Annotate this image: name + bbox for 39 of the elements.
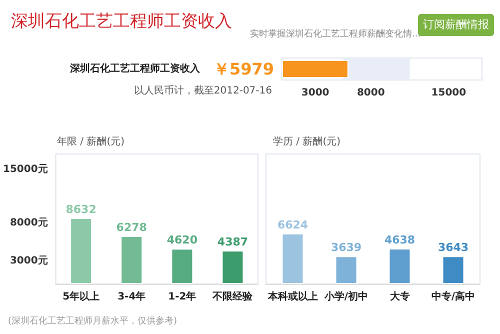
x-tick-label: 1-2年 (168, 290, 196, 302)
y-tick-label: 深圳石化工艺工程师工资收入 (11, 12, 232, 32)
bar (442, 256, 464, 284)
bar (120, 236, 143, 284)
text: 实时掌握深圳石化工艺工程师薪酬变化情... (250, 28, 421, 40)
data-label: 6624 (277, 218, 308, 232)
x-tick-label: 不限经验 (212, 290, 254, 302)
chart-title: 学历 / 薪酬(元) (273, 136, 341, 148)
bar (70, 218, 92, 284)
bar (282, 233, 304, 284)
subscribe-button: 订阅薪酬情报 (418, 14, 494, 36)
data-label: 3639 (330, 241, 362, 254)
data-label: 6278 (116, 220, 147, 234)
bar (171, 248, 194, 284)
x-tick-label: 大专 (388, 290, 410, 302)
text: (深圳石化工艺工程师月薪水平，仅供参考) (8, 316, 178, 326)
x-tick-label: 3000 (301, 88, 330, 98)
data-label: 3643 (438, 241, 469, 254)
x-tick-label: 15000 (431, 88, 466, 98)
x-tick-label: 本科或以上 (266, 290, 318, 302)
data-label: 8632 (66, 202, 96, 216)
bar (222, 250, 244, 284)
x-tick-label: 小学/初中 (323, 290, 368, 302)
data-label: 4387 (217, 235, 248, 248)
x-tick-label: 8000 (356, 88, 385, 98)
x-tick-label: 3-4年 (118, 290, 146, 302)
y-tick-label: 3000元 (10, 254, 48, 267)
bar (388, 248, 411, 284)
x-tick-label: 中专/高中 (431, 290, 476, 302)
text: 深圳石化工艺工程师工资收入 (69, 62, 201, 74)
y-tick-label: 8000元 (10, 216, 48, 228)
y-tick-label: 15000元 (2, 162, 48, 175)
chart-title: 年限 / 薪酬(元) (57, 136, 125, 148)
data-label: 4638 (384, 234, 416, 247)
bar (335, 256, 358, 284)
text: 以人民币计，截至2012-07-16 (134, 84, 272, 96)
data-label: ￥5979 (213, 60, 274, 78)
x-tick-label: 5年以上 (62, 290, 100, 302)
data-label: 4620 (166, 234, 198, 247)
